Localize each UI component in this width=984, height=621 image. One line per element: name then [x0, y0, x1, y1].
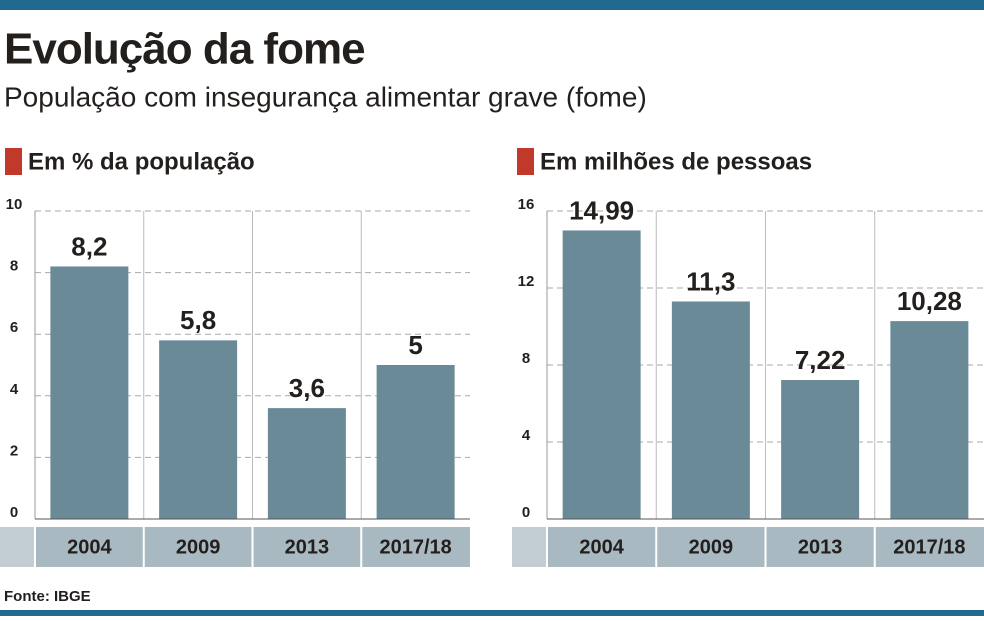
x-tick-label: 2004 — [67, 536, 112, 558]
bar — [159, 340, 238, 519]
x-tick-label: 2013 — [285, 536, 330, 558]
heading-marker — [517, 148, 534, 175]
chart-heading: Em % da população — [28, 148, 255, 175]
bar — [890, 321, 969, 519]
heading-marker — [5, 148, 22, 175]
y-tick-label: 0 — [10, 504, 18, 521]
category-strip-left — [0, 527, 35, 567]
bottom-band — [0, 610, 984, 616]
bar — [267, 408, 346, 519]
bar — [50, 266, 129, 519]
y-tick-label: 4 — [522, 427, 531, 444]
value-label: 14,99 — [569, 195, 634, 225]
x-tick-label: 2004 — [579, 536, 624, 558]
bar — [671, 301, 750, 519]
title: Evolução da fome — [4, 25, 365, 74]
y-tick-label: 10 — [6, 196, 23, 213]
chart-heading: Em milhões de pessoas — [540, 148, 812, 175]
value-label: 8,2 — [71, 231, 107, 261]
bar — [376, 365, 455, 519]
bar — [562, 230, 641, 519]
x-tick-label: 2017/18 — [893, 536, 965, 558]
value-label: 5,8 — [180, 305, 216, 335]
y-tick-label: 4 — [10, 381, 19, 398]
x-tick-label: 2017/18 — [379, 536, 451, 558]
y-tick-label: 16 — [518, 196, 535, 213]
value-label: 10,28 — [897, 286, 962, 316]
y-tick-label: 12 — [518, 273, 535, 290]
y-tick-label: 8 — [522, 350, 530, 367]
value-label: 5 — [408, 330, 422, 360]
y-tick-label: 8 — [10, 258, 18, 275]
x-tick-label: 2013 — [798, 536, 843, 558]
x-tick-label: 2009 — [689, 536, 734, 558]
bar — [781, 380, 860, 519]
x-tick-label: 2009 — [176, 536, 221, 558]
category-strip-left — [512, 527, 547, 567]
source: Fonte: IBGE — [4, 588, 91, 605]
value-label: 11,3 — [686, 266, 735, 296]
top-band — [0, 0, 984, 10]
y-tick-label: 6 — [10, 319, 18, 336]
value-label: 3,6 — [289, 373, 325, 403]
y-tick-label: 2 — [10, 442, 18, 459]
y-tick-label: 0 — [522, 504, 530, 521]
value-label: 7,22 — [795, 345, 846, 375]
subtitle: População com insegurança alimentar grav… — [4, 81, 647, 112]
